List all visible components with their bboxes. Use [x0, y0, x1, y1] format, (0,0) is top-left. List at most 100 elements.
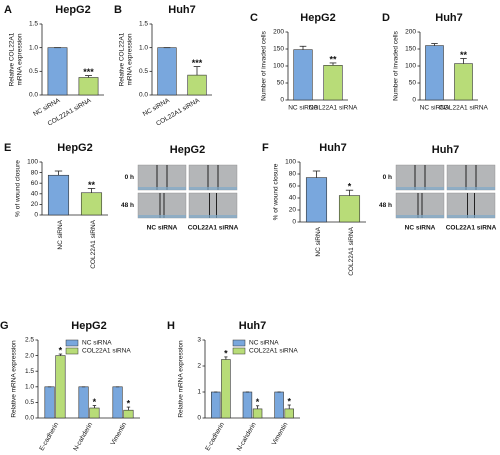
y-axis-label: mRNA expression	[17, 33, 24, 85]
legend-swatch	[232, 339, 246, 347]
wound-image	[137, 164, 187, 191]
y-tick-label: 0	[197, 415, 201, 422]
chart-title: Huh7	[239, 320, 267, 332]
legend-swatch	[65, 339, 79, 347]
bar	[221, 359, 231, 419]
y-tick-label: 60	[31, 180, 39, 187]
panel-letter: D	[382, 12, 390, 24]
y-tick-label: 2.0	[25, 352, 34, 359]
significance: **	[329, 54, 337, 64]
wound-image	[188, 164, 238, 191]
y-tick-label: 40	[289, 195, 297, 202]
y-axis-label: Number of invaded cells	[261, 30, 268, 100]
bar	[78, 77, 99, 96]
y-axis-label: Relative COL22A1	[119, 32, 126, 86]
significance: *	[224, 348, 228, 358]
significance: *	[59, 345, 63, 355]
row-label: 0 h	[125, 174, 134, 181]
bar	[47, 174, 70, 216]
bar	[454, 63, 473, 101]
bar	[284, 408, 294, 419]
image-title: HepG2	[170, 144, 205, 156]
bar	[55, 355, 66, 419]
y-tick-label: 1.5	[29, 21, 38, 28]
panel-letter: H	[167, 320, 175, 332]
bar	[157, 47, 177, 96]
y-axis-label: mRNA expression	[127, 33, 134, 85]
y-tick-label: 0.0	[29, 92, 38, 99]
y-tick-label: 100	[27, 159, 38, 166]
panel-letter: C	[250, 12, 258, 24]
x-tick-label: COL22A1 siRNA	[309, 105, 358, 112]
bar	[47, 47, 68, 96]
y-axis-label: % of wound closure	[15, 160, 22, 217]
significance: *	[256, 397, 260, 407]
panel-letter: B	[114, 4, 122, 16]
legend-label: COL22A1 siRNA	[249, 348, 298, 355]
y-tick-label: 1.0	[29, 44, 38, 51]
legend-swatch	[232, 347, 246, 355]
wound-image	[137, 192, 187, 219]
panel-letter: A	[4, 4, 12, 16]
y-tick-label: 100	[285, 159, 296, 166]
bar	[211, 391, 221, 419]
bar	[89, 407, 100, 419]
y-axis-label: Number of invaded cells	[393, 30, 400, 100]
y-tick-label: 200	[273, 29, 284, 36]
wound-image	[446, 164, 496, 191]
y-axis-label: Relative COL22A1	[9, 32, 16, 86]
y-tick-label: 1.0	[139, 44, 148, 51]
bar	[123, 409, 134, 419]
y-tick-label: 100	[405, 63, 416, 70]
image-strip	[189, 187, 237, 190]
wound-image	[395, 192, 445, 219]
bar	[187, 74, 207, 96]
bar	[80, 192, 103, 216]
chart-title: HepG2	[55, 4, 90, 16]
image-strip	[396, 215, 444, 218]
y-tick-label: 40	[31, 191, 39, 198]
x-tick-label: COL22A1 siRNA	[90, 219, 97, 268]
column-label: COL22A1 siRNA	[188, 225, 239, 232]
x-tick-label: N-cahderin	[236, 421, 258, 452]
image-strip	[189, 215, 237, 218]
chart-title: Huh7	[168, 4, 196, 16]
y-tick-label: 200	[405, 29, 416, 36]
y-tick-label: 0.5	[25, 399, 34, 406]
significance: **	[88, 180, 96, 190]
panel-letter: G	[0, 320, 9, 332]
y-tick-label: 1.5	[25, 368, 34, 375]
x-tick-label: NC siRNA	[288, 105, 318, 112]
image-strip	[138, 187, 186, 190]
panel-letter: F	[262, 142, 269, 154]
x-tick-label: Vimentin	[271, 421, 290, 447]
y-tick-label: 150	[273, 46, 284, 53]
y-tick-label: 80	[31, 169, 39, 176]
bar	[323, 65, 343, 101]
x-tick-label: NC siRNA	[315, 226, 322, 256]
row-label: 0 h	[383, 174, 392, 181]
y-tick-label: 0	[34, 212, 38, 219]
x-tick-label: E-cadherin	[38, 421, 60, 452]
y-tick-label: 0.0	[139, 92, 148, 99]
significance: *	[127, 398, 131, 408]
chart-title: HepG2	[300, 12, 335, 24]
row-label: 48 h	[379, 202, 392, 209]
significance: ***	[83, 67, 94, 77]
x-tick-label: NC siRNA	[57, 219, 64, 249]
legend-label: NC siRNA	[82, 340, 112, 347]
chart-title: Huh7	[319, 142, 347, 154]
y-tick-label: 1	[197, 389, 201, 396]
y-tick-label: 0	[412, 97, 416, 104]
y-axis-label: % of wound closure	[273, 163, 280, 220]
y-tick-label: 20	[31, 201, 39, 208]
y-tick-label: 0.5	[139, 68, 148, 75]
y-tick-label: 50	[409, 80, 417, 87]
y-tick-label: 2	[197, 363, 201, 370]
column-label: NC siRNA	[147, 225, 178, 232]
image-strip	[138, 215, 186, 218]
y-tick-label: 1.5	[139, 21, 148, 28]
y-axis-label: Relative mRNA expression	[178, 340, 185, 418]
significance: *	[93, 397, 97, 407]
